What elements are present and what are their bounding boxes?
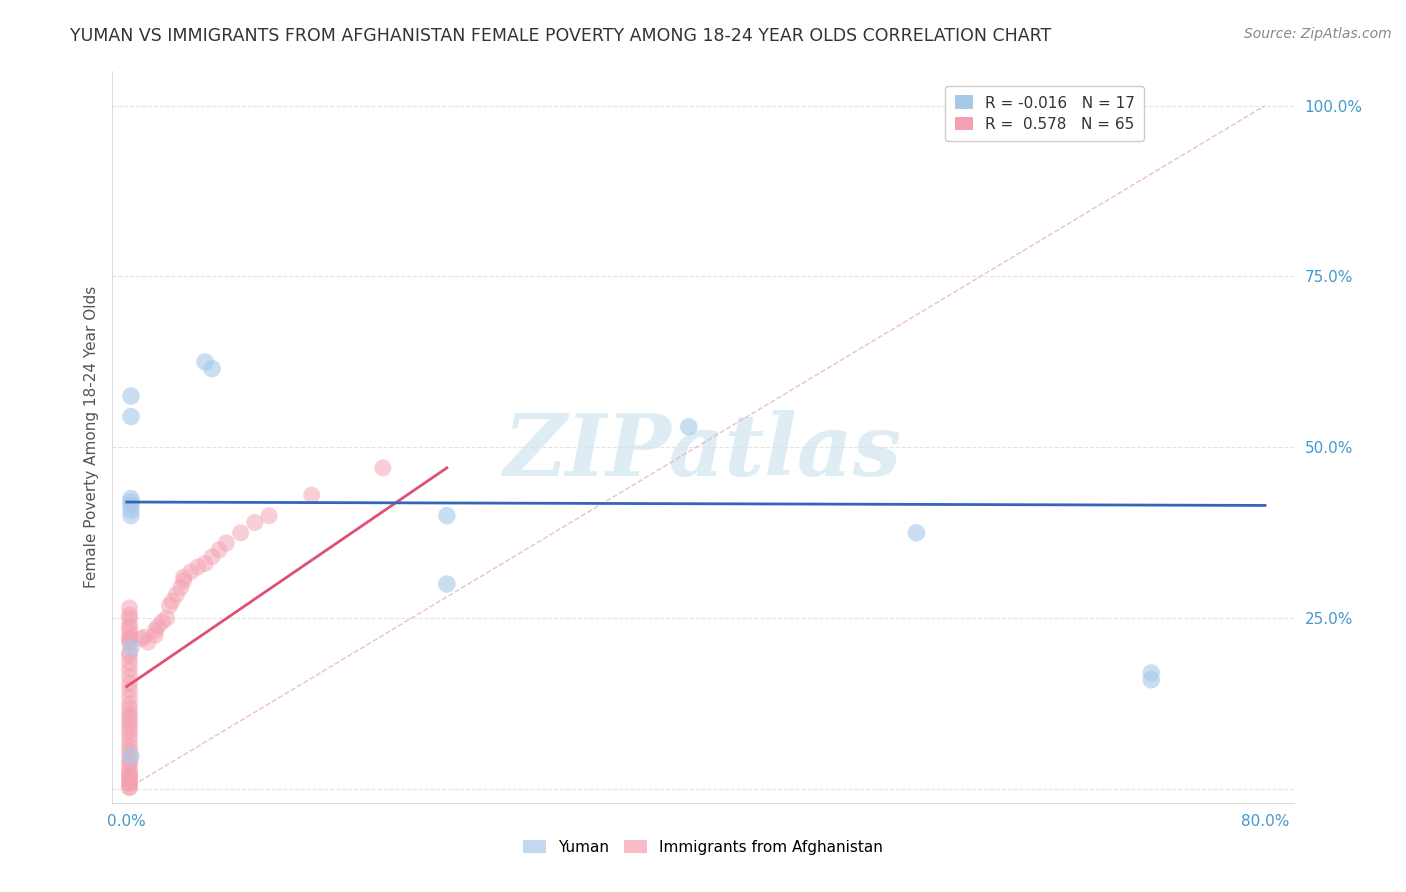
Point <box>120 495 142 509</box>
Point <box>118 645 141 659</box>
Point <box>118 622 141 636</box>
Point <box>257 508 280 523</box>
Point <box>187 560 209 574</box>
Point <box>118 768 141 782</box>
Point <box>162 594 184 608</box>
Point <box>118 618 141 632</box>
Point <box>118 780 141 795</box>
Point <box>371 460 394 475</box>
Point <box>118 749 141 764</box>
Point <box>170 581 193 595</box>
Point <box>118 745 141 759</box>
Point <box>118 611 141 625</box>
Point <box>215 536 238 550</box>
Text: ZIPatlas: ZIPatlas <box>503 410 903 493</box>
Point <box>229 525 252 540</box>
Point <box>301 488 323 502</box>
Point <box>129 632 152 646</box>
Point <box>118 719 141 733</box>
Point <box>120 389 142 403</box>
Point <box>118 656 141 670</box>
Point <box>118 676 141 690</box>
Point <box>118 635 141 649</box>
Point <box>243 516 266 530</box>
Point <box>120 508 142 523</box>
Point <box>120 640 142 655</box>
Point <box>120 499 142 513</box>
Point <box>120 503 142 517</box>
Point <box>905 525 928 540</box>
Point <box>150 615 173 629</box>
Point <box>120 491 142 506</box>
Point <box>118 601 141 615</box>
Point <box>143 628 166 642</box>
Point <box>201 361 224 376</box>
Point <box>118 632 141 646</box>
Point <box>120 749 142 764</box>
Point <box>157 599 180 613</box>
Point <box>118 715 141 730</box>
Point <box>436 508 458 523</box>
Point <box>118 765 141 780</box>
Point <box>120 409 142 424</box>
Point <box>118 755 141 769</box>
Y-axis label: Female Poverty Among 18-24 Year Olds: Female Poverty Among 18-24 Year Olds <box>83 286 98 588</box>
Point <box>436 577 458 591</box>
Text: YUMAN VS IMMIGRANTS FROM AFGHANISTAN FEMALE POVERTY AMONG 18-24 YEAR OLDS CORREL: YUMAN VS IMMIGRANTS FROM AFGHANISTAN FEM… <box>70 27 1052 45</box>
Point <box>173 570 195 584</box>
Point <box>118 734 141 748</box>
Point <box>118 775 141 789</box>
Point <box>118 663 141 677</box>
Point <box>118 626 141 640</box>
Point <box>118 697 141 711</box>
Point <box>118 729 141 743</box>
Point <box>208 542 231 557</box>
Point <box>118 706 141 721</box>
Point <box>180 565 202 579</box>
Point <box>118 632 141 646</box>
Text: Source: ZipAtlas.com: Source: ZipAtlas.com <box>1244 27 1392 41</box>
Point <box>201 549 224 564</box>
Point <box>118 772 141 786</box>
Point <box>118 770 141 784</box>
Point <box>118 777 141 791</box>
Point <box>1140 665 1163 680</box>
Point <box>118 669 141 683</box>
Point <box>118 607 141 622</box>
Point <box>166 587 188 601</box>
Point <box>146 619 169 633</box>
Point <box>118 780 141 794</box>
Point <box>132 631 155 645</box>
Point <box>118 648 141 663</box>
Legend: Yuman, Immigrants from Afghanistan: Yuman, Immigrants from Afghanistan <box>516 834 890 861</box>
Point <box>118 739 141 754</box>
Point <box>118 683 141 698</box>
Point <box>136 635 159 649</box>
Point <box>118 756 141 771</box>
Point <box>143 624 166 638</box>
Point <box>118 690 141 704</box>
Point <box>118 710 141 724</box>
Point <box>1140 673 1163 687</box>
Point <box>194 355 217 369</box>
Point <box>155 611 177 625</box>
Point <box>173 574 195 588</box>
Point <box>194 557 217 571</box>
Point <box>118 724 141 739</box>
Point <box>118 762 141 776</box>
Point <box>678 420 700 434</box>
Point <box>118 701 141 715</box>
